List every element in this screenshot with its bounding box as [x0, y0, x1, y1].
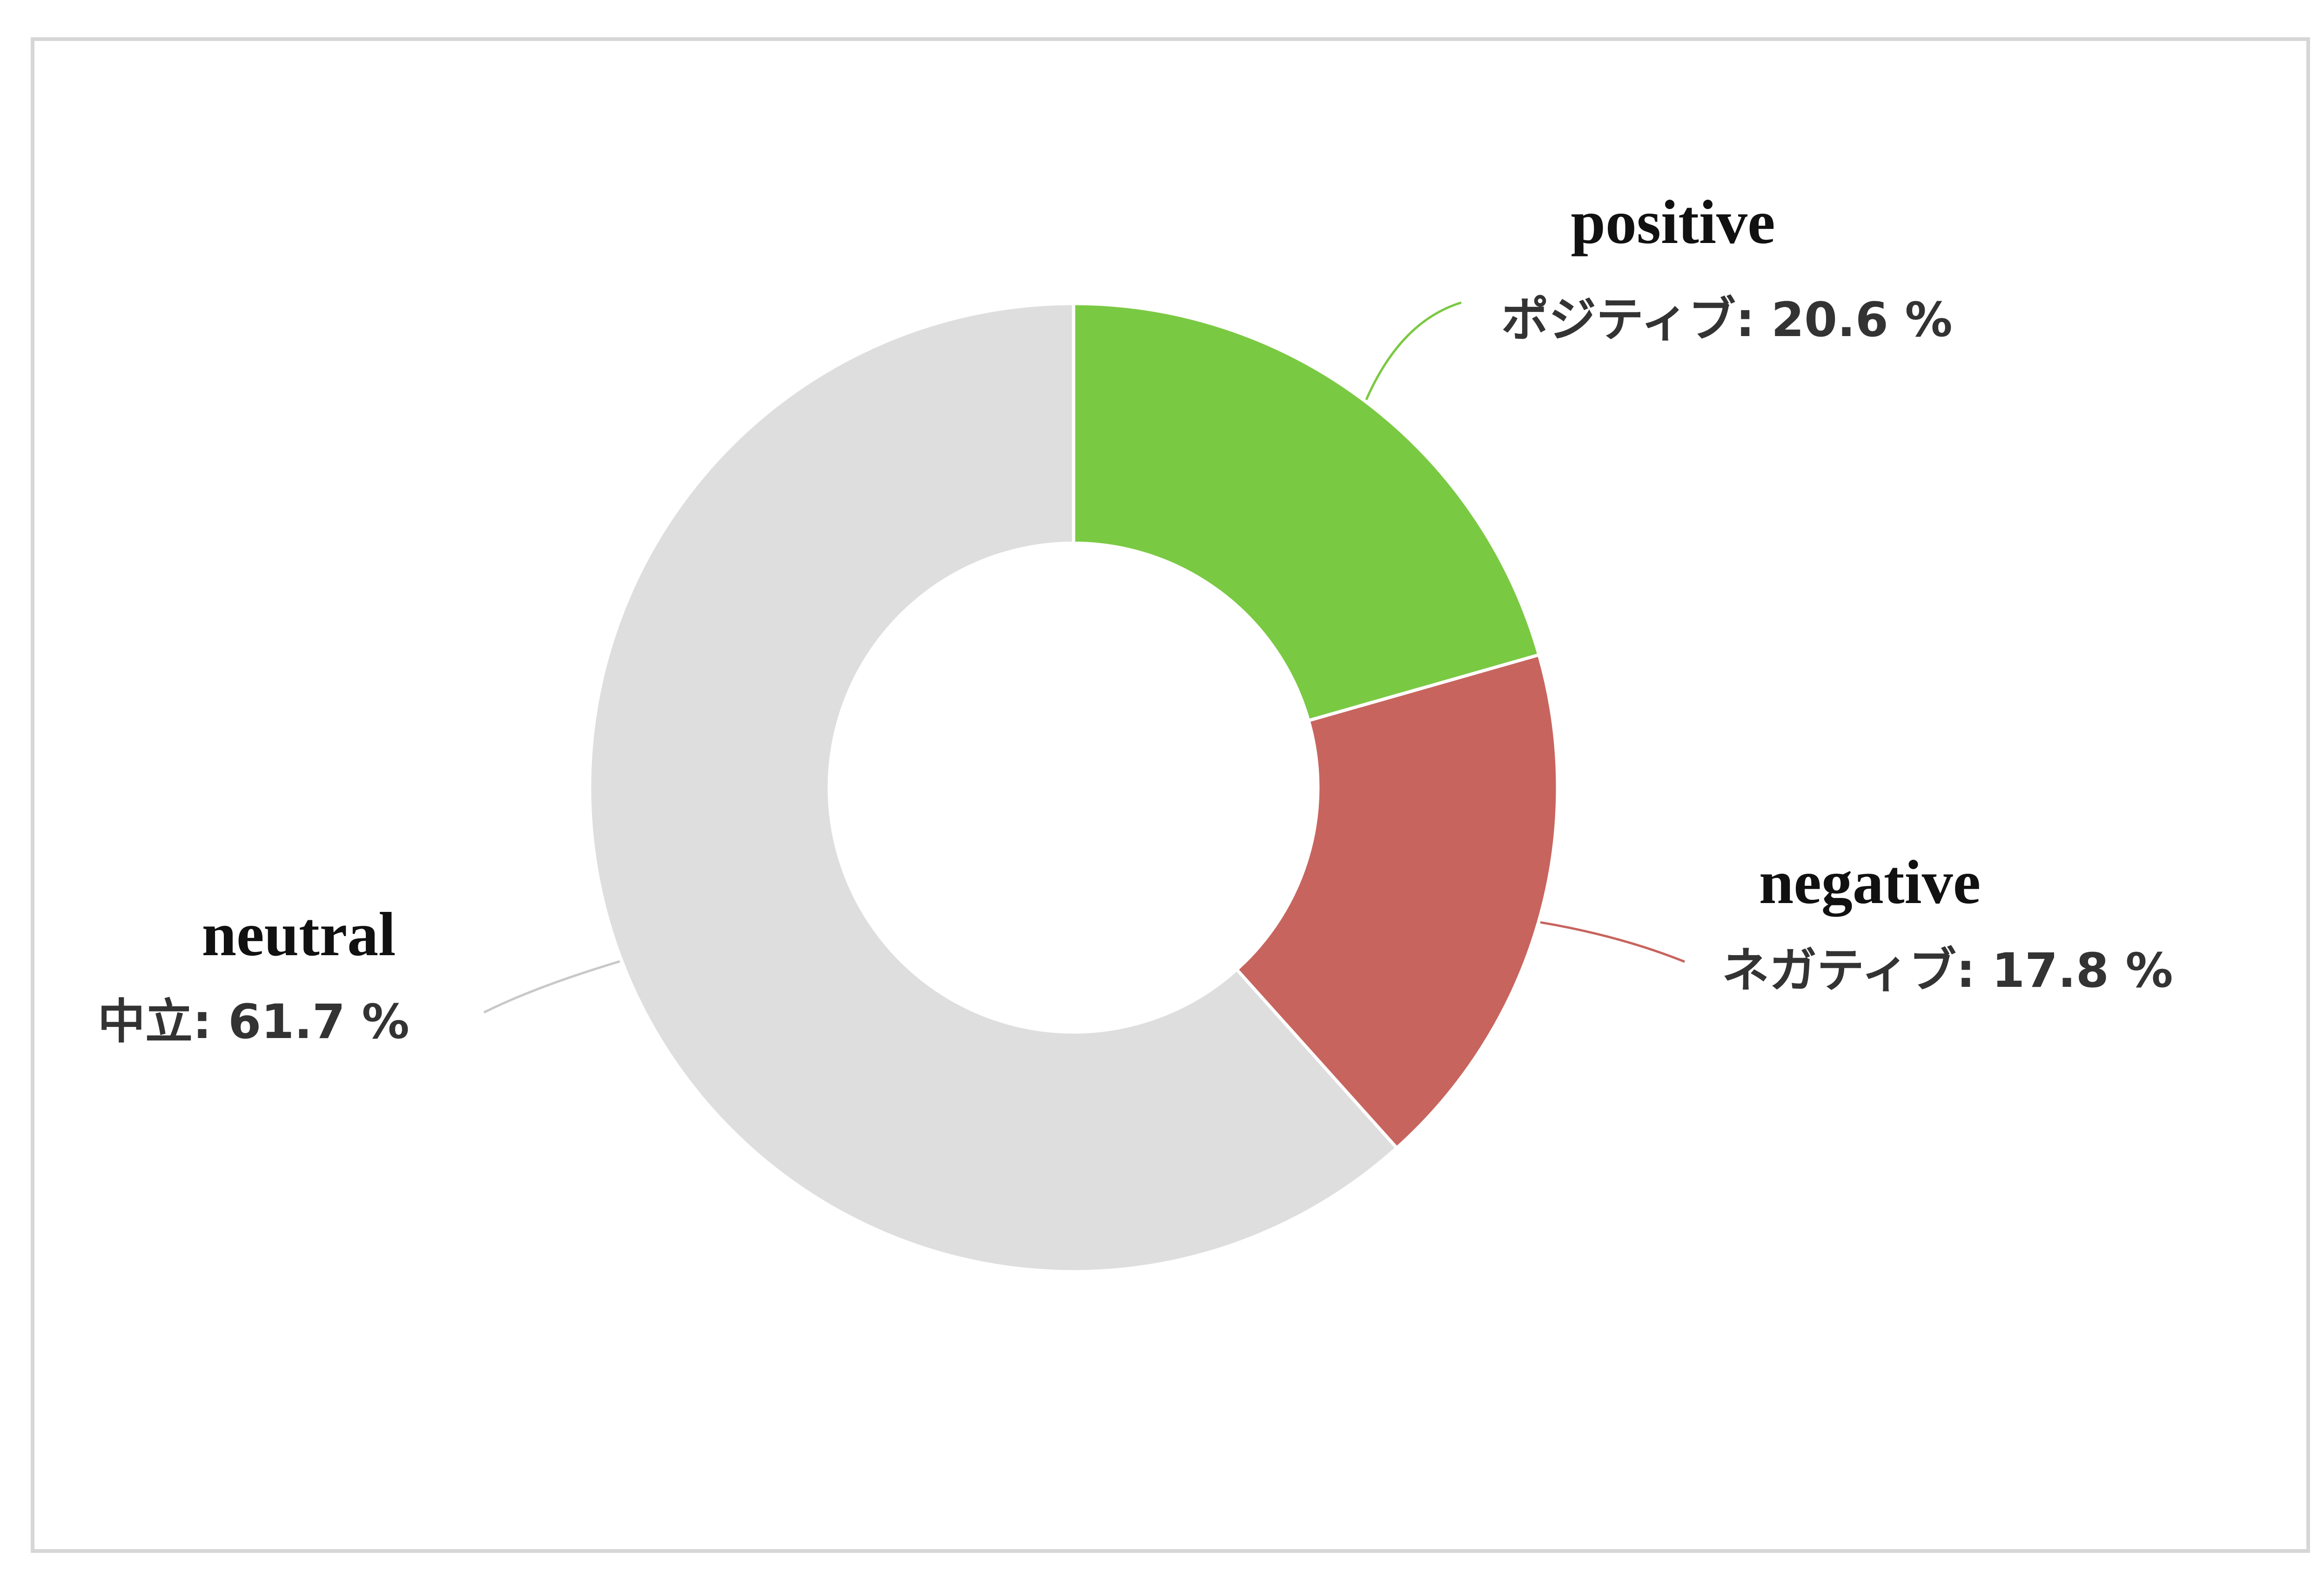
- donut-slice-neutral[interactable]: [588, 302, 1399, 1274]
- slice-name-neutral: neutral: [202, 900, 396, 969]
- slice-label-neutral: 中立: 61.7 %: [98, 994, 410, 1050]
- slice-label-positive: ポジティブ: 20.6 %: [1501, 292, 1953, 348]
- donut-slice-positive[interactable]: [1072, 302, 1541, 723]
- chart-frame: [31, 37, 2310, 1553]
- slice-name-negative: negative: [1759, 848, 1981, 917]
- slice-name-positive: positive: [1571, 188, 1775, 256]
- leader-line-neutral: [483, 960, 620, 1014]
- donut-slice-negative[interactable]: [1234, 653, 1559, 1151]
- leader-line-negative: [1540, 921, 1685, 963]
- slices-layer: [588, 302, 1559, 1274]
- leader-lines: [483, 301, 1685, 1014]
- slice-label-negative: ネガティブ: 17.8 %: [1722, 943, 2173, 998]
- leader-line-positive: [1365, 301, 1462, 400]
